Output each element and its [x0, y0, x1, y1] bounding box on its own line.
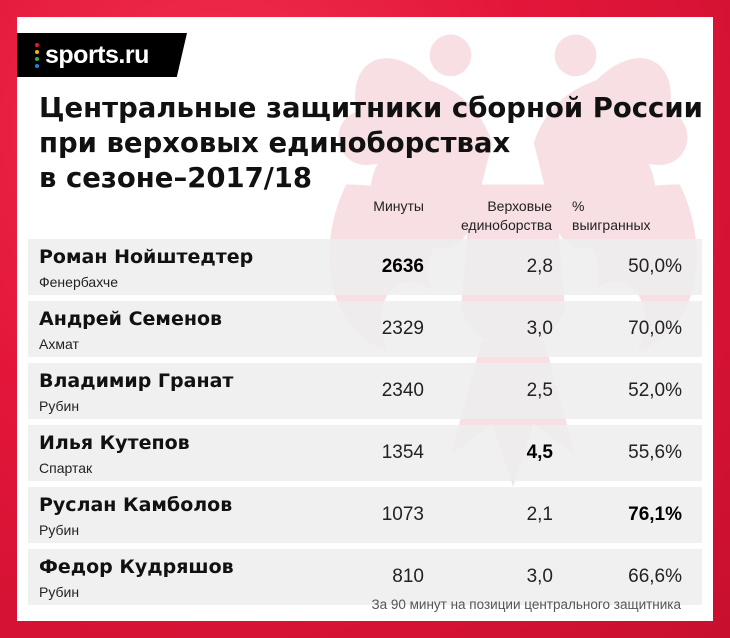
table-row: Роман Нойштедтер Фенербахче 2636 2,8 50,… — [28, 239, 702, 295]
column-header-label: Минуты — [373, 198, 424, 214]
won-percent-value: 66,6% — [628, 566, 682, 587]
logo-dot — [35, 56, 39, 61]
aerials-value: 2,1 — [526, 504, 553, 525]
won-percent-value: 50,0% — [628, 256, 682, 277]
aerials-value: 3,0 — [526, 318, 553, 339]
minutes-value: 1354 — [381, 442, 424, 463]
player-name: Илья Кутепов — [39, 432, 190, 454]
player-name: Федор Кудряшов — [39, 556, 234, 578]
player-name: Роман Нойштедтер — [39, 246, 254, 268]
logo-dot — [35, 42, 39, 47]
player-name: Андрей Семенов — [39, 308, 223, 330]
minutes-value: 1073 — [381, 504, 424, 525]
won-percent-value: 52,0% — [628, 380, 682, 401]
minutes-value: 2636 — [381, 256, 424, 277]
title-line: Центральные защитники сборной России — [39, 92, 703, 124]
logo-dot — [35, 63, 39, 68]
title-line: в сезоне–2017/18 — [39, 162, 313, 194]
player-club: Ахмат — [39, 336, 79, 352]
aerials-value: 4,5 — [526, 442, 553, 463]
table-row: Илья Кутепов Спартак 1354 4,5 55,6% — [28, 425, 702, 481]
won-percent-value: 76,1% — [628, 504, 682, 525]
logo-dot — [35, 49, 39, 54]
player-club: Рубин — [39, 584, 80, 600]
minutes-value: 810 — [392, 566, 424, 587]
table-row: Руслан Камболов Рубин 1073 2,1 76,1% — [28, 487, 702, 543]
footnote: За 90 минут на позиции центрального защи… — [371, 597, 681, 612]
column-header-label: Верховые — [487, 198, 552, 214]
infographic-card: sports.ru Центральные защитники сборной … — [17, 17, 713, 621]
player-club: Спартак — [39, 460, 93, 476]
player-name: Руслан Камболов — [39, 494, 233, 516]
page-title: Центральные защитники сборной России при… — [39, 91, 703, 196]
won-percent-value: 55,6% — [628, 442, 682, 463]
column-header-minutes: Минуты — [362, 197, 424, 216]
aerials-value: 2,8 — [526, 256, 553, 277]
aerials-value: 3,0 — [526, 566, 553, 587]
sports-ru-logo[interactable]: sports.ru — [17, 33, 187, 77]
won-percent-value: 70,0% — [628, 318, 682, 339]
title-line: при верховых единоборствах — [39, 127, 511, 159]
player-club: Рубин — [39, 398, 80, 414]
table-row: Владимир Гранат Рубин 2340 2,5 52,0% — [28, 363, 702, 419]
column-header-label: % — [572, 198, 585, 214]
player-table: Роман Нойштедтер Фенербахче 2636 2,8 50,… — [28, 239, 702, 611]
player-club: Рубин — [39, 522, 80, 538]
minutes-value: 2340 — [381, 380, 424, 401]
logo-dots-icon — [35, 42, 39, 68]
column-header-won-percent: % выигранных — [572, 197, 683, 235]
column-header-aerial-duels: Верховые единоборства — [427, 197, 552, 235]
player-name: Владимир Гранат — [39, 370, 234, 392]
player-club: Фенербахче — [39, 274, 118, 290]
table-row: Федор Кудряшов Рубин 810 3,0 66,6% — [28, 549, 702, 605]
table-row: Андрей Семенов Ахмат 2329 3,0 70,0% — [28, 301, 702, 357]
column-header-label: выигранных — [572, 217, 651, 233]
minutes-value: 2329 — [381, 318, 424, 339]
logo-text: sports.ru — [45, 40, 149, 69]
column-header-label: единоборства — [460, 217, 552, 233]
aerials-value: 2,5 — [526, 380, 553, 401]
